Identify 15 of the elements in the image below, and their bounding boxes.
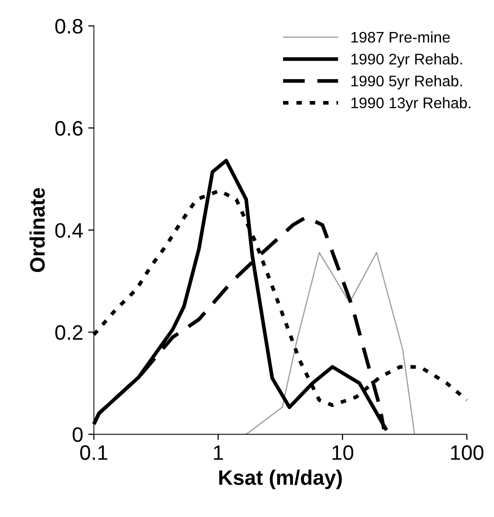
legend-label: 1987 Pre-mine [351, 31, 450, 43]
y-axis-title: Ordinate [30, 188, 45, 272]
legend-label: 1990 2yr Rehab. [351, 53, 462, 68]
x-tick-label: 10 [332, 445, 354, 460]
y-tick-label: 0.6 [55, 120, 83, 136]
y-tick-label: 0.4 [55, 223, 83, 238]
x-axis-title: Ksat (m/day) [219, 470, 342, 490]
x-tick-label: 0.1 [80, 445, 108, 460]
y-tick-label: 0.8 [55, 18, 83, 34]
x-tick-label: 100 [451, 445, 484, 460]
y-tick-label: 0.2 [55, 325, 82, 340]
legend-label: 1990 5yr Rehab. [351, 75, 462, 90]
y-tick-label: 0 [72, 427, 83, 442]
legend-label: 1990 13yr Rehab. [351, 97, 470, 112]
x-tick-label: 1 [214, 445, 223, 460]
